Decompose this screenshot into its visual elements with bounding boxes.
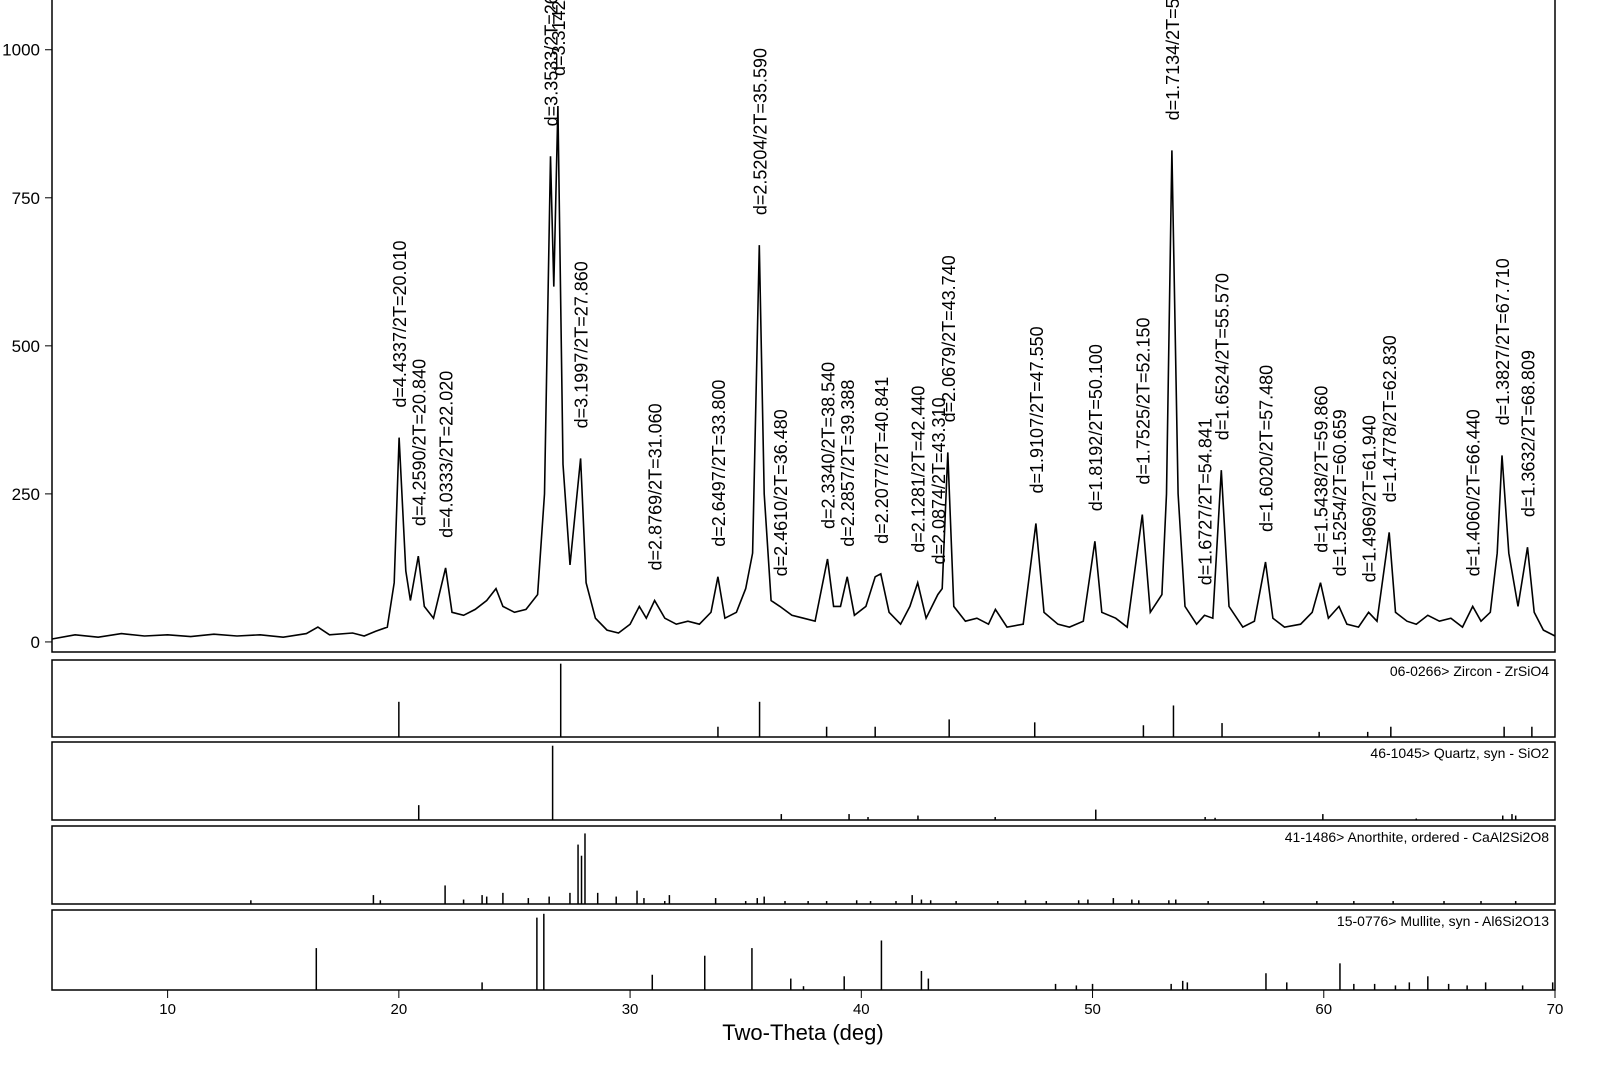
x-tick-label: 40 bbox=[853, 1001, 870, 1018]
peak-label: d=2.2077/2T=40.841 bbox=[872, 377, 892, 544]
x-tick-label: 60 bbox=[1315, 1001, 1332, 1018]
peak-label: d=2.0679/2T=43.740 bbox=[939, 255, 959, 422]
peak-label: d=1.7134/2T=53.430 bbox=[1163, 0, 1183, 120]
x-tick-label: 70 bbox=[1547, 1001, 1564, 1018]
peak-label: d=1.4778/2T=62.830 bbox=[1380, 335, 1400, 502]
peak-label: d=1.6727/2T=54.841 bbox=[1195, 418, 1215, 585]
peak-label: d=4.2590/2T=20.840 bbox=[409, 359, 429, 526]
x-tick-label: 30 bbox=[622, 1001, 639, 1018]
peak-label: d=2.3340/2T=38.540 bbox=[819, 362, 839, 529]
peak-label: d=1.3827/2T=67.710 bbox=[1493, 258, 1513, 425]
reference-panel bbox=[51, 741, 1556, 821]
y-tick-label: 750 bbox=[12, 189, 40, 208]
x-tick-label: 10 bbox=[159, 1001, 176, 1018]
peak-label: d=1.6020/2T=57.480 bbox=[1256, 365, 1276, 532]
peak-label: d=2.0874/2T=43.310 bbox=[929, 397, 949, 564]
x-tick-label: 50 bbox=[1084, 1001, 1101, 1018]
reference-panel bbox=[51, 825, 1556, 905]
peak-label: d=2.1281/2T=42.440 bbox=[909, 386, 929, 553]
y-tick-label: 0 bbox=[31, 633, 40, 652]
peak-label: d=2.6497/2T=33.800 bbox=[709, 380, 729, 547]
reference-label: 41-1486> Anorthite, ordered - CaAl2Si2O8 bbox=[1285, 829, 1549, 845]
peak-label: d=1.5254/2T=60.659 bbox=[1330, 409, 1350, 576]
peak-label: d=1.3632/2T=68.809 bbox=[1518, 350, 1538, 517]
y-tick-label: 250 bbox=[12, 485, 40, 504]
peak-label: d=4.4337/2T=20.010 bbox=[390, 240, 410, 407]
plot-frame bbox=[51, 0, 1556, 653]
peak-label: d=2.5204/2T=35.590 bbox=[750, 48, 770, 215]
peak-label: d=1.8192/2T=50.100 bbox=[1086, 344, 1106, 511]
y-tick-label: 500 bbox=[12, 337, 40, 356]
peak-label: d=1.6524/2T=55.570 bbox=[1212, 273, 1232, 440]
reference-panel bbox=[51, 659, 1556, 738]
peak-label: d=3.1997/2T=27.860 bbox=[572, 261, 592, 428]
peak-label: d=3.3533/2T=26.560 bbox=[542, 0, 562, 126]
peak-label: d=2.4610/2T=36.480 bbox=[771, 409, 791, 576]
reference-panel bbox=[51, 909, 1556, 991]
peak-label: d=1.9107/2T=47.550 bbox=[1027, 326, 1047, 493]
x-tick-label: 20 bbox=[391, 1001, 408, 1018]
reference-label: 46-1045> Quartz, syn - SiO2 bbox=[1370, 745, 1549, 761]
peak-label: d=1.7525/2T=52.150 bbox=[1133, 317, 1153, 484]
peak-label: d=1.4969/2T=61.940 bbox=[1360, 415, 1380, 582]
reference-label: 06-0266> Zircon - ZrSiO4 bbox=[1390, 663, 1549, 679]
pattern-line bbox=[51, 105, 1556, 640]
peak-label: d=1.4060/2T=66.440 bbox=[1464, 409, 1484, 576]
x-axis-title: Two-Theta (deg) bbox=[722, 1020, 883, 1045]
reference-label: 15-0776> Mullite, syn - Al6Si2O13 bbox=[1337, 913, 1549, 929]
peak-label: d=4.0333/2T=22.020 bbox=[437, 371, 457, 538]
y-tick-label: 1000 bbox=[2, 41, 40, 60]
peak-label: d=3.3142/2T=26.880 bbox=[549, 0, 569, 76]
peak-label: d=2.2857/2T=39.388 bbox=[838, 380, 858, 547]
peak-label: d=2.8769/2T=31.060 bbox=[646, 403, 666, 570]
peak-label: d=1.5438/2T=59.860 bbox=[1312, 386, 1332, 553]
